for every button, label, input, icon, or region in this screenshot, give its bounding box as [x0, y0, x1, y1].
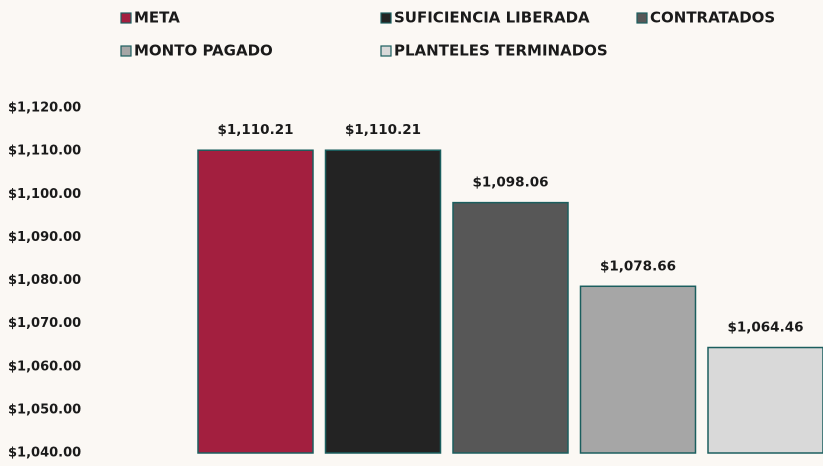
bar	[452, 201, 569, 454]
y-tick-label: $1,080.00	[8, 273, 81, 288]
bar	[197, 149, 314, 454]
y-tick-label: $1,100.00	[8, 187, 81, 202]
legend-swatch	[636, 12, 648, 24]
value-label: $1,064.46	[727, 320, 803, 336]
legend-label: CONTRATADOS	[650, 9, 775, 27]
bar	[707, 346, 823, 454]
bar	[324, 149, 442, 454]
y-tick-label: $1,110.00	[8, 144, 81, 159]
bar	[579, 285, 697, 454]
legend-label: META	[134, 9, 180, 27]
y-tick-label: $1,070.00	[8, 316, 81, 331]
value-label: $1,098.06	[472, 175, 548, 191]
legend-swatch	[120, 45, 132, 57]
value-label: $1,110.21	[345, 122, 421, 138]
value-label: $1,110.21	[217, 122, 293, 138]
y-tick-label: $1,090.00	[8, 230, 81, 245]
value-label: $1,078.66	[600, 258, 676, 274]
legend-swatch	[380, 12, 392, 24]
y-tick-label: $1,060.00	[8, 359, 81, 374]
legend-label: SUFICIENCIA LIBERADA	[394, 9, 590, 27]
legend-swatch	[120, 12, 132, 24]
legend-label: MONTO PAGADO	[134, 42, 273, 60]
y-tick-label: $1,050.00	[8, 402, 81, 417]
y-tick-label: $1,120.00	[8, 101, 81, 116]
legend-label: PLANTELES TERMINADOS	[394, 42, 608, 60]
y-tick-label: $1,040.00	[8, 446, 81, 461]
legend-swatch	[380, 45, 392, 57]
